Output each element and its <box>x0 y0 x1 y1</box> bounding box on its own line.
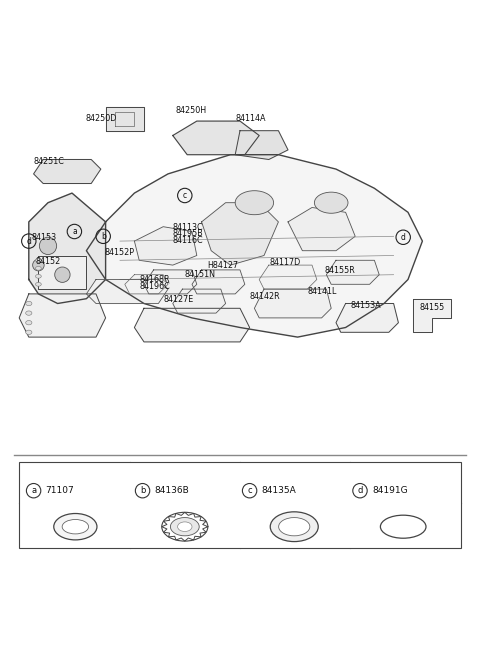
Ellipse shape <box>25 301 32 306</box>
Ellipse shape <box>178 522 192 531</box>
Text: b: b <box>101 232 106 241</box>
Polygon shape <box>19 294 106 337</box>
Text: c: c <box>183 191 187 200</box>
Text: 84153: 84153 <box>31 233 56 242</box>
Polygon shape <box>38 255 86 289</box>
Ellipse shape <box>25 320 32 325</box>
Text: 84136B: 84136B <box>155 486 189 495</box>
Polygon shape <box>106 107 144 131</box>
Polygon shape <box>86 155 422 337</box>
Polygon shape <box>173 121 259 155</box>
Text: 84141L: 84141L <box>307 286 336 295</box>
Polygon shape <box>336 303 398 332</box>
Polygon shape <box>125 274 168 294</box>
Text: d: d <box>401 233 406 242</box>
Polygon shape <box>413 299 451 332</box>
FancyBboxPatch shape <box>19 462 461 548</box>
Text: b: b <box>140 486 145 495</box>
Text: 84116C: 84116C <box>173 236 204 245</box>
Polygon shape <box>259 265 317 289</box>
Text: 84114A: 84114A <box>235 114 266 122</box>
Text: a: a <box>31 486 36 495</box>
Polygon shape <box>202 202 278 265</box>
Text: 84135A: 84135A <box>262 486 296 495</box>
Circle shape <box>55 267 70 282</box>
Polygon shape <box>235 131 288 160</box>
Ellipse shape <box>62 519 88 534</box>
Polygon shape <box>254 289 331 318</box>
Ellipse shape <box>25 330 32 335</box>
Circle shape <box>39 237 57 255</box>
Ellipse shape <box>36 258 41 262</box>
Ellipse shape <box>170 517 199 536</box>
Polygon shape <box>288 208 355 251</box>
Text: c: c <box>247 486 252 495</box>
Text: 84195B: 84195B <box>173 229 204 238</box>
Text: 84113C: 84113C <box>173 223 204 232</box>
Polygon shape <box>173 289 226 313</box>
Text: 84152P: 84152P <box>105 248 134 257</box>
Polygon shape <box>34 160 101 183</box>
Text: 84250H: 84250H <box>175 106 206 115</box>
Text: 84117D: 84117D <box>270 257 301 267</box>
Text: H84127: H84127 <box>207 261 239 270</box>
Text: 84153A: 84153A <box>350 301 381 310</box>
Text: d: d <box>357 486 363 495</box>
Text: 84251C: 84251C <box>34 157 64 166</box>
Ellipse shape <box>36 267 41 271</box>
Ellipse shape <box>235 191 274 215</box>
Text: d: d <box>26 236 31 246</box>
Text: 84191G: 84191G <box>372 486 408 495</box>
Ellipse shape <box>36 282 41 286</box>
Text: 84151N: 84151N <box>185 270 216 279</box>
Polygon shape <box>134 309 250 342</box>
Ellipse shape <box>270 512 318 542</box>
Polygon shape <box>29 193 106 303</box>
Ellipse shape <box>380 515 426 538</box>
Ellipse shape <box>54 514 97 540</box>
Text: a: a <box>72 227 77 236</box>
Ellipse shape <box>25 311 32 315</box>
Text: 71107: 71107 <box>46 486 74 495</box>
Text: 84155R: 84155R <box>324 266 355 275</box>
Polygon shape <box>144 270 197 294</box>
Text: 84152: 84152 <box>36 257 61 266</box>
Polygon shape <box>326 260 379 284</box>
Polygon shape <box>192 270 245 294</box>
Polygon shape <box>86 280 168 303</box>
Ellipse shape <box>314 192 348 214</box>
Circle shape <box>33 259 44 271</box>
Text: 84127E: 84127E <box>163 295 193 304</box>
Ellipse shape <box>278 517 310 536</box>
Text: 84196C: 84196C <box>139 282 170 291</box>
Text: 84155: 84155 <box>420 303 445 312</box>
Text: 84168R: 84168R <box>139 276 170 284</box>
Polygon shape <box>134 227 197 265</box>
Ellipse shape <box>36 274 41 278</box>
Text: 84142R: 84142R <box>250 292 280 301</box>
Text: 84250D: 84250D <box>85 114 117 123</box>
